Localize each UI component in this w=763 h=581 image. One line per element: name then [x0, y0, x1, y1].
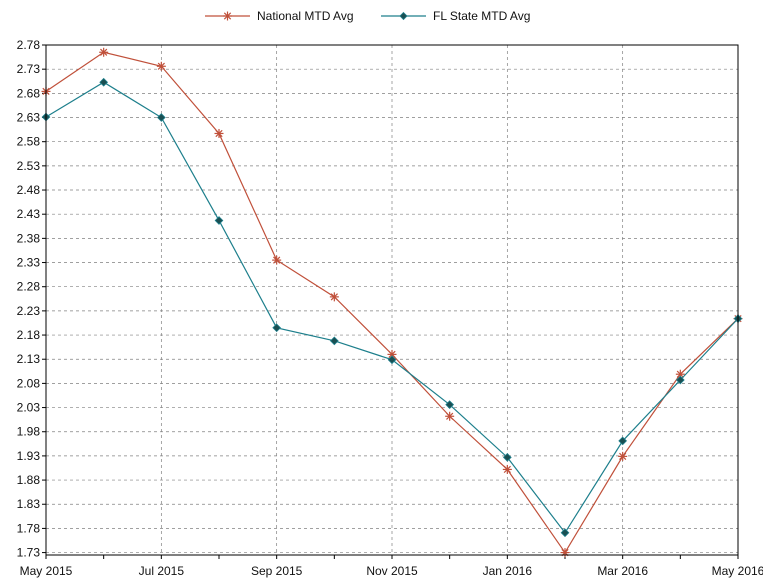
x-tick-label: Nov 2015	[366, 564, 418, 578]
series-fl-state	[41, 77, 743, 538]
legend-label-fl-state: FL State MTD Avg	[433, 9, 530, 23]
y-axis: 2.78 2.73 2.68 2.63 2.58 2.53 2.48 2.43 2.38 2.33…	[17, 38, 46, 560]
series-layer	[41, 47, 743, 558]
data-point[interactable]	[156, 61, 166, 71]
grid	[46, 45, 738, 555]
y-tick-label: 2.38	[17, 231, 41, 245]
data-point[interactable]	[272, 255, 282, 265]
data-point[interactable]	[387, 355, 397, 365]
x-axis: May 2015 Jul 2015 Sep 2015 Nov 2015 Jan 2016…	[20, 555, 763, 578]
y-tick-label: 2.23	[17, 304, 41, 318]
legend-item-fl-state[interactable]: FL State MTD Avg	[381, 9, 530, 23]
x-tick-label: Mar 2016	[597, 564, 648, 578]
x-tick-label: Jul 2015	[139, 564, 185, 578]
data-point[interactable]	[329, 336, 339, 346]
data-point[interactable]	[560, 528, 570, 538]
y-tick-label: 2.43	[17, 207, 41, 221]
y-tick-label: 2.13	[17, 352, 41, 366]
data-point[interactable]	[272, 323, 282, 333]
y-tick-label: 1.73	[17, 546, 41, 560]
y-tick-label: 1.83	[17, 497, 41, 511]
y-tick-label: 2.53	[17, 159, 41, 173]
data-point[interactable]	[387, 349, 397, 359]
data-point[interactable]	[329, 292, 339, 302]
y-tick-label: 1.88	[17, 473, 41, 487]
data-point[interactable]	[99, 77, 109, 87]
x-tick-label: Jan 2016	[483, 564, 533, 578]
data-point[interactable]	[502, 464, 512, 474]
y-tick-label: 2.33	[17, 256, 41, 270]
data-point[interactable]	[214, 128, 224, 138]
y-tick-label: 2.63	[17, 111, 41, 125]
series-national	[41, 47, 743, 558]
y-tick-label: 2.08	[17, 376, 41, 390]
plot-area: 2.78 2.73 2.68 2.63 2.58 2.53 2.48 2.43 2.38 2.33…	[17, 38, 763, 578]
y-tick-label: 2.73	[17, 62, 41, 76]
data-point[interactable]	[214, 216, 224, 225]
legend: National MTD Avg FL State MTD Avg	[205, 9, 530, 23]
data-point[interactable]	[445, 400, 455, 410]
data-point[interactable]	[502, 452, 512, 462]
y-tick-label: 2.68	[17, 86, 41, 100]
y-tick-label: 1.98	[17, 425, 41, 439]
y-tick-label: 1.78	[17, 521, 41, 535]
data-point[interactable]	[675, 375, 685, 385]
y-tick-label: 2.58	[17, 135, 41, 149]
y-tick-label: 2.78	[17, 38, 41, 52]
legend-label-national: National MTD Avg	[257, 9, 354, 23]
data-point[interactable]	[560, 548, 570, 558]
data-point[interactable]	[618, 436, 628, 446]
legend-item-national[interactable]: National MTD Avg	[205, 9, 354, 23]
data-point[interactable]	[99, 47, 109, 57]
data-point[interactable]	[618, 451, 628, 461]
y-tick-label: 1.93	[17, 449, 41, 463]
y-tick-label: 2.48	[17, 183, 41, 197]
data-point[interactable]	[156, 113, 166, 122]
data-point[interactable]	[445, 411, 455, 421]
y-tick-label: 2.18	[17, 328, 41, 342]
legend-marker-fl-state	[399, 11, 408, 21]
legend-marker-national	[223, 11, 232, 21]
data-point[interactable]	[675, 369, 685, 379]
plot-border	[45, 44, 739, 556]
x-tick-label: May 2016	[712, 564, 763, 578]
y-tick-label: 2.28	[17, 280, 41, 294]
y-tick-label: 2.03	[17, 401, 41, 415]
x-tick-label: May 2015	[20, 564, 73, 578]
x-tick-label: Sep 2015	[251, 564, 303, 578]
